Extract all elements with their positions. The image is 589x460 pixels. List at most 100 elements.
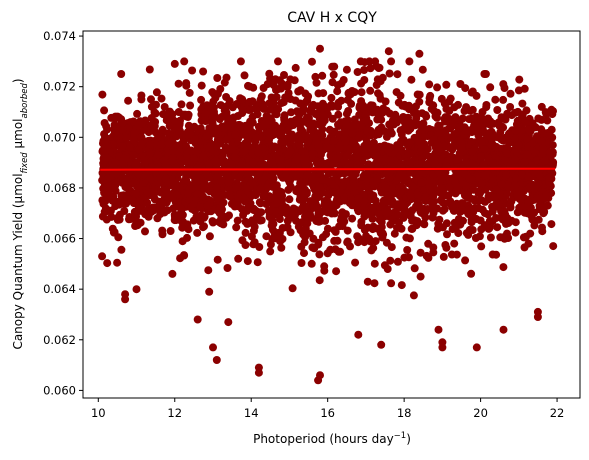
data-points	[98, 44, 558, 385]
data-point	[104, 187, 113, 195]
data-point	[456, 123, 464, 132]
data-point	[250, 222, 259, 231]
data-point	[246, 117, 255, 126]
data-point	[480, 171, 489, 180]
data-point	[117, 70, 126, 78]
data-point	[517, 170, 526, 179]
data-point	[537, 115, 546, 124]
data-point	[150, 188, 159, 197]
data-point	[472, 343, 481, 352]
data-point	[543, 116, 552, 125]
data-point	[165, 121, 174, 130]
data-point	[159, 110, 168, 119]
data-point	[402, 116, 411, 125]
data-point	[287, 108, 296, 117]
data-point	[137, 91, 146, 100]
data-point	[293, 154, 302, 162]
data-point	[401, 123, 410, 132]
data-point	[442, 80, 451, 89]
data-point	[354, 194, 363, 203]
data-point	[177, 100, 186, 109]
data-point	[387, 243, 396, 252]
data-point	[346, 90, 355, 99]
data-point	[298, 204, 306, 213]
data-point	[371, 57, 380, 66]
data-point	[318, 233, 327, 242]
data-point	[438, 174, 446, 183]
data-point	[161, 160, 170, 169]
data-point	[370, 279, 379, 288]
data-point	[296, 125, 305, 134]
data-point	[416, 207, 425, 215]
data-point	[301, 160, 310, 169]
data-point	[439, 252, 448, 261]
data-point	[218, 219, 227, 228]
data-point	[319, 89, 328, 98]
data-point	[450, 103, 459, 112]
data-point	[365, 234, 374, 243]
data-point	[429, 243, 438, 252]
data-point	[209, 343, 217, 352]
data-point	[480, 70, 489, 78]
data-point	[277, 243, 286, 252]
data-point	[211, 157, 220, 165]
data-point	[485, 224, 494, 233]
data-point	[421, 194, 430, 203]
data-point	[477, 152, 485, 161]
data-point	[301, 131, 310, 140]
data-point	[182, 112, 191, 121]
data-point	[234, 254, 243, 263]
data-point	[238, 205, 246, 214]
data-point	[129, 134, 138, 143]
data-point	[330, 209, 339, 218]
data-point	[472, 215, 481, 223]
data-point	[497, 180, 506, 189]
x-tick-label: 18	[397, 406, 412, 420]
data-point	[540, 156, 549, 165]
data-point	[150, 108, 159, 117]
data-point	[534, 215, 543, 224]
data-point	[266, 240, 275, 249]
data-point	[468, 105, 477, 114]
data-point	[224, 318, 233, 327]
data-point	[341, 210, 350, 219]
data-point	[153, 214, 162, 223]
data-point	[379, 230, 388, 239]
data-point	[236, 57, 245, 66]
x-tick-label: 10	[91, 406, 106, 420]
data-point	[377, 223, 386, 232]
data-point	[328, 62, 337, 71]
data-point	[193, 315, 202, 324]
data-point	[370, 151, 379, 160]
data-point	[165, 112, 174, 121]
data-point	[404, 148, 413, 157]
data-point	[432, 113, 441, 122]
data-point	[225, 97, 234, 105]
data-point	[256, 216, 265, 225]
data-point	[437, 94, 446, 103]
data-point	[256, 95, 265, 104]
data-point	[502, 149, 511, 158]
data-point	[307, 259, 316, 268]
data-point	[489, 174, 497, 183]
data-point	[396, 188, 405, 197]
data-point	[285, 195, 294, 204]
data-point	[448, 201, 457, 210]
data-point	[314, 376, 323, 385]
data-point	[452, 182, 461, 191]
data-point	[469, 185, 478, 194]
data-point	[189, 216, 198, 225]
data-point	[368, 214, 377, 223]
data-point	[354, 238, 363, 247]
data-point	[515, 75, 524, 84]
data-point	[400, 253, 409, 262]
data-point	[112, 169, 121, 178]
data-point	[361, 111, 370, 120]
data-point	[458, 206, 467, 215]
y-tick-label: 0.062	[43, 333, 76, 347]
data-point	[398, 199, 406, 208]
data-point	[533, 307, 542, 316]
data-point	[314, 142, 323, 151]
data-point	[481, 197, 489, 206]
data-point	[353, 153, 362, 162]
